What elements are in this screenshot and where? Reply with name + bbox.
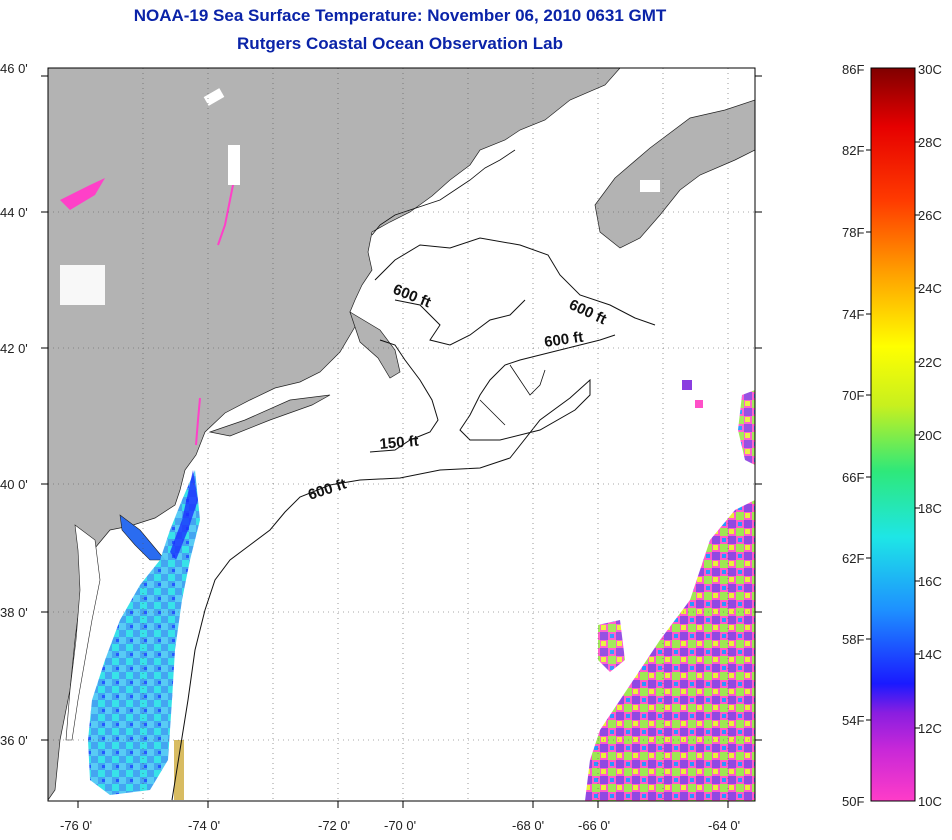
colorbar-c-10: 10C: [918, 794, 942, 809]
colorbar-c-16: 16C: [918, 574, 942, 589]
chesapeake-bay: [65, 524, 101, 741]
long-island-landmass: [208, 394, 331, 437]
colorbar-f-74: 74F: [842, 307, 864, 322]
colorbar-c-20: 20C: [918, 428, 942, 443]
colorbar-f-54: 54F: [842, 713, 864, 728]
nova-scotia-lake: [640, 180, 660, 192]
inland-river: [217, 174, 236, 246]
hudson-river: [195, 397, 201, 446]
lat-label-46: 46 0': [0, 61, 28, 76]
colorbar-c-12: 12C: [918, 721, 942, 736]
inland-lake: [60, 178, 105, 210]
colorbar-c-28: 28C: [918, 135, 942, 150]
contour-600ft-gulf-of-maine: [374, 237, 656, 346]
colorbar-f-86: 86F: [842, 62, 864, 77]
colorbar-f-66: 66F: [842, 470, 864, 485]
inland-lake-white: [228, 145, 240, 185]
inland-lake-white-2: [60, 265, 105, 305]
lat-label-38: 38 0': [0, 605, 28, 620]
colorbar-f-78: 78F: [842, 225, 864, 240]
nova-scotia-landmass: [594, 99, 755, 249]
contour-600ft-main: [171, 334, 616, 801]
lat-label-42: 42 0': [0, 341, 28, 356]
colorbar-c-26: 26C: [918, 208, 942, 223]
contour-150ft: [369, 339, 439, 453]
map-frame: [47, 67, 756, 802]
lat-label-44: 44 0': [0, 205, 28, 220]
lon-label-66: -66 0': [578, 818, 610, 833]
offshore-sst-speck: [682, 380, 692, 390]
inland-lake-small: [203, 88, 225, 106]
offshore-sst-patch-ne: [738, 390, 755, 465]
colorbar-c-14: 14C: [918, 647, 942, 662]
graticule: [48, 68, 755, 801]
colorbar-c-30: 30C: [918, 62, 942, 77]
maine-coastline-detail: [371, 149, 516, 236]
colorbar-c-24: 24C: [918, 281, 942, 296]
nj-coast-sst: [170, 470, 198, 560]
lat-label-40: 40 0': [0, 477, 28, 492]
lon-label-74: -74 0': [188, 818, 220, 833]
map-title: NOAA-19 Sea Surface Temperature: Novembe…: [133, 6, 667, 25]
colorbar-f-70: 70F: [842, 388, 864, 403]
lon-label-70: -70 0': [384, 818, 416, 833]
offshore-sst-speck-3: [174, 740, 184, 800]
map-subtitle: Rutgers Coastal Ocean Observation Lab: [237, 34, 563, 53]
gulf-stream-sst-field: [585, 500, 755, 801]
offshore-sst-patch: [598, 620, 625, 672]
colorbar-f-50: 50F: [842, 794, 864, 809]
contour-600ft-jordan: [479, 364, 546, 426]
colorbar: [870, 67, 916, 802]
colorbar-f-62: 62F: [842, 551, 864, 566]
offshore-sst-speck-2: [695, 400, 703, 408]
tick-marks: [41, 75, 762, 808]
lon-label-68: -68 0': [512, 818, 544, 833]
lon-label-76: -76 0': [60, 818, 92, 833]
contour-label-150ft: 150 ft: [379, 433, 420, 453]
contour-label-600ft-3: 600 ft: [543, 329, 584, 351]
colorbar-c-22: 22C: [918, 355, 942, 370]
colorbar-ticks: [866, 141, 920, 729]
colorbar-f-58: 58F: [842, 632, 864, 647]
delaware-bay: [119, 514, 166, 561]
colorbar-c-18: 18C: [918, 501, 942, 516]
lon-label-64: -64 0': [708, 818, 740, 833]
colorbar-f-82: 82F: [842, 143, 864, 158]
lat-label-36: 36 0': [0, 733, 28, 748]
lon-label-72: -72 0': [318, 818, 350, 833]
cape-cod-landmass: [349, 311, 401, 379]
